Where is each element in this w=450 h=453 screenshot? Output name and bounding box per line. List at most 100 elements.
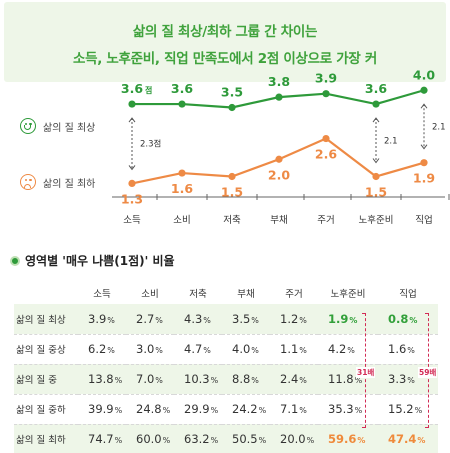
- cell-unit: %: [417, 436, 426, 445]
- table-cell: 2.7%: [126, 304, 174, 335]
- cell-value: 24.2: [232, 402, 258, 416]
- row-label: 삶의 질 중상: [14, 334, 78, 365]
- cell-unit: %: [407, 346, 415, 355]
- data-point: [228, 172, 236, 181]
- cell-unit: %: [409, 315, 418, 325]
- cell-value: 3.9: [88, 311, 107, 326]
- x-tick-label: 직업: [415, 214, 432, 226]
- cell-unit: %: [357, 436, 366, 445]
- section-title-text: 영역별 '매우 나쁨(1점)' 비율: [25, 254, 175, 268]
- cell-unit: %: [354, 406, 363, 415]
- data-point: [322, 134, 330, 143]
- cell-unit: %: [210, 436, 219, 445]
- gap-arrow-head: [372, 158, 380, 164]
- cell-value: 1.6: [388, 342, 407, 356]
- cell-value: 10.3: [184, 372, 210, 386]
- legend-worst: 삶의 질 최하: [20, 174, 95, 190]
- table-cell: 4.3%: [174, 304, 222, 335]
- x-tick-label: 소득: [123, 215, 141, 226]
- cell-unit: %: [203, 315, 211, 325]
- cell-value: 35.3: [328, 402, 354, 416]
- cell-unit: %: [251, 346, 259, 355]
- table-cell: 1.9%: [318, 304, 378, 335]
- cell-unit: %: [155, 346, 163, 355]
- cell-value: 11.8: [328, 372, 354, 386]
- data-label: 3.8: [268, 74, 290, 89]
- data-label: 1.6: [171, 181, 193, 196]
- data-point: [322, 90, 330, 98]
- cell-value: 63.2: [184, 432, 210, 446]
- cell-value: 4.3: [184, 311, 203, 326]
- table-cell: 74.7%: [78, 424, 126, 453]
- cell-value: 2.4: [280, 372, 299, 386]
- frown-face-icon: [20, 174, 36, 190]
- table-cell: 7.1%: [270, 394, 318, 425]
- cell-unit: %: [210, 406, 219, 415]
- cell-value: 1.9: [328, 311, 349, 326]
- cell-value: 39.9: [88, 402, 114, 416]
- table-cell: 50.5%: [222, 424, 270, 453]
- gap-arrow-head: [372, 117, 380, 123]
- data-point: [178, 100, 186, 108]
- data-point: [372, 172, 380, 181]
- table-row: 삶의 질 최상 3.9% 2.7% 4.3% 3.5% 1.2% 1.9% 0.8%: [14, 304, 438, 335]
- header-line-1: 삶의 질 최상/최하 그룹 간 차이는: [132, 24, 318, 40]
- legend-best-label: 삶의 질 최상: [43, 122, 96, 134]
- table-cell: 29.9%: [174, 394, 222, 425]
- gap-label: 2.1: [432, 122, 446, 132]
- data-label: 1.5: [365, 185, 387, 200]
- table-cell: 4.0%: [222, 334, 270, 365]
- x-tick-label: 노후준비: [359, 215, 394, 226]
- table-col-header: 직업: [399, 289, 417, 300]
- cell-unit: %: [407, 376, 415, 385]
- cell-unit: %: [414, 406, 423, 415]
- cell-value: 20.0: [280, 432, 306, 446]
- table-row: 삶의 질 최하 74.7% 60.0% 63.2% 50.5% 20.0% 59.6% 47.…: [14, 424, 438, 453]
- table-cell: 63.2%: [174, 424, 222, 453]
- table-cell: 15.2%: [378, 394, 438, 425]
- table-cell: 1.1%: [270, 334, 318, 365]
- cell-value: 1.1: [280, 342, 299, 356]
- data-point: [275, 93, 283, 101]
- table-cell: 3.0%: [126, 334, 174, 365]
- cell-value: 6.2: [88, 342, 107, 356]
- table-cell: 20.0%: [270, 424, 318, 453]
- cell-value: 7.1: [280, 402, 299, 416]
- header-banner: 삶의 질 최상/최하 그룹 간 차이는 소득, 노후준비, 직업 만족도에서 2…: [4, 2, 446, 82]
- table-cell: 59.6%: [318, 424, 378, 453]
- cell-unit: %: [299, 346, 307, 355]
- cell-unit: %: [114, 376, 123, 385]
- gap-arrow-head: [420, 103, 428, 109]
- gap-label: 2.1: [384, 136, 398, 146]
- table-col-header: 노후준비: [330, 289, 366, 300]
- table-cell: 24.8%: [126, 394, 174, 425]
- data-point: [128, 179, 136, 187]
- data-point: [228, 103, 236, 112]
- cell-unit: %: [354, 376, 363, 385]
- table-cell: 1.2%: [270, 304, 318, 335]
- table-cell: 4.7%: [174, 334, 222, 365]
- cell-value: 8.8: [232, 372, 251, 386]
- cell-value: 15.2: [388, 402, 414, 416]
- row-label: 삶의 질 중하: [14, 394, 78, 425]
- data-label: 1.9: [413, 171, 435, 186]
- cell-unit: %: [162, 406, 171, 415]
- cell-value: 60.0: [136, 432, 162, 446]
- ratio-label-31: 31배: [356, 367, 376, 378]
- table-col-header: 소득: [93, 289, 111, 300]
- data-label: 3.9: [315, 71, 337, 86]
- cell-unit: %: [347, 346, 355, 355]
- data-point: [275, 155, 283, 163]
- bullet-icon: [10, 255, 20, 266]
- cell-value: 1.2: [280, 311, 299, 326]
- cell-value: 7.0: [136, 372, 155, 386]
- data-point: [128, 100, 136, 108]
- cell-unit: %: [349, 315, 358, 325]
- cell-unit: %: [107, 346, 115, 355]
- cell-value: 3.5: [232, 311, 251, 326]
- cell-value: 3.3: [388, 372, 407, 386]
- cell-unit: %: [162, 436, 171, 445]
- data-label: 2.6: [315, 147, 337, 162]
- x-tick-label: 부채: [270, 215, 287, 226]
- row-label: 삶의 질 중: [14, 364, 78, 395]
